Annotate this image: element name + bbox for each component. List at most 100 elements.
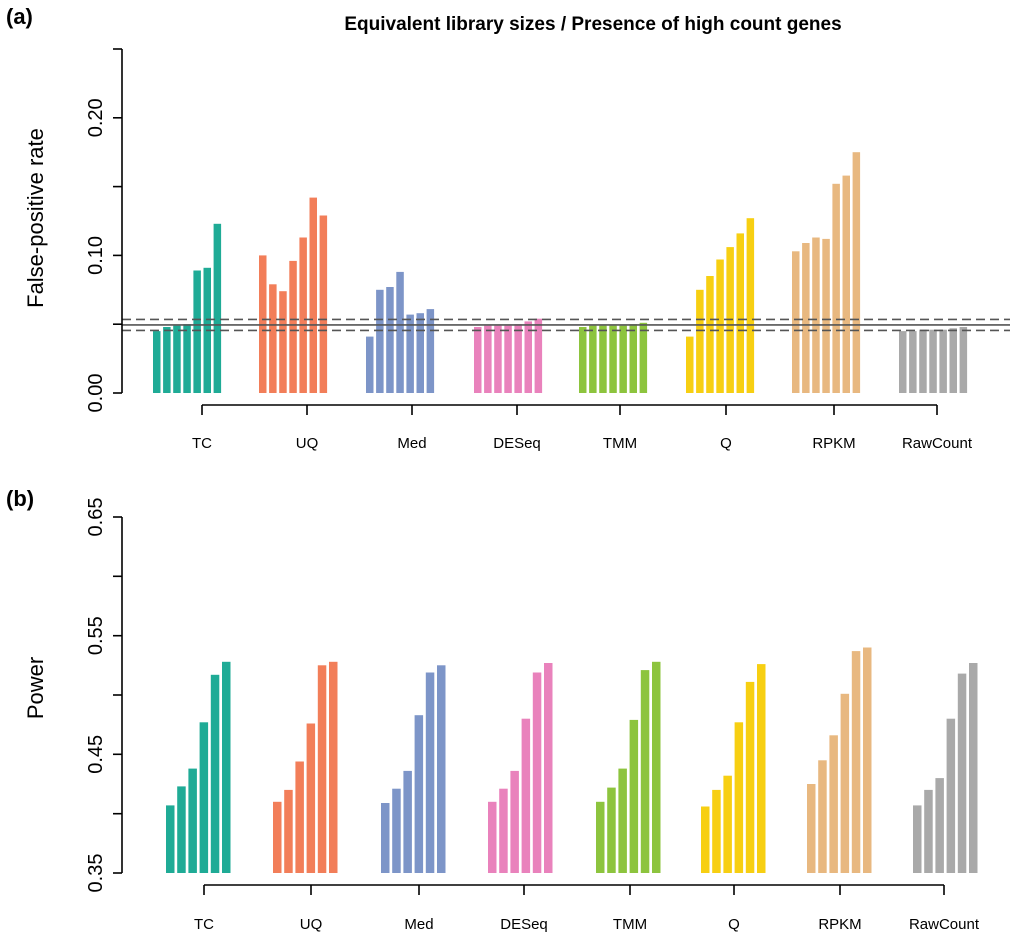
category-label-a-q: Q (720, 435, 732, 452)
category-label-a-rpkm: RPKM (812, 435, 855, 452)
bar-b-rpkm-1 (807, 784, 816, 873)
bar-a-deseq-6 (524, 321, 532, 393)
bar-b-uq-6 (329, 661, 338, 873)
bar-b-tmm-4 (629, 719, 639, 873)
y-tick-label-a-1: 0.00 (85, 374, 107, 413)
bar-a-uq-7 (319, 215, 328, 393)
bar-a-rawcount-2 (909, 331, 917, 393)
bar-a-rpkm-3 (812, 237, 820, 393)
bar-b-rpkm-4 (840, 693, 850, 873)
bar-b-deseq-3 (510, 770, 519, 873)
bar-a-uq-3 (279, 291, 287, 393)
y-tick-label-b-4: 0.65 (85, 498, 107, 537)
category-label-a-uq: UQ (296, 435, 319, 452)
bar-b-q-2 (712, 789, 721, 873)
chart-title: Equivalent library sizes / Presence of h… (344, 14, 841, 35)
bar-a-rpkm-7 (852, 152, 861, 393)
bar-b-tc-5 (210, 674, 220, 873)
bar-b-q-6 (757, 664, 766, 873)
bar-b-rpkm-3 (829, 735, 838, 873)
bar-a-rpkm-4 (822, 238, 830, 393)
panel-a-label: (a) (6, 4, 33, 29)
bar-a-tc-3 (173, 325, 181, 393)
bar-b-tc-1 (166, 805, 175, 873)
bar-a-q-3 (706, 276, 714, 393)
bar-a-med-6 (416, 313, 424, 393)
category-label-b-rpkm: RPKM (818, 916, 861, 933)
bar-b-deseq-1 (488, 801, 497, 873)
bar-a-q-2 (696, 289, 704, 393)
category-label-b-rawcount: RawCount (909, 916, 980, 933)
bar-a-rawcount-4 (929, 329, 937, 393)
bar-b-rpkm-6 (863, 647, 872, 873)
bar-b-tmm-5 (640, 670, 650, 873)
bar-b-tmm-3 (618, 768, 627, 873)
bar-a-tmm-3 (599, 325, 607, 393)
bar-a-deseq-2 (484, 325, 492, 393)
bar-a-tc-1 (153, 331, 161, 393)
category-label-b-q: Q (728, 916, 740, 933)
panel-b-y-axis-label: Power (23, 657, 48, 719)
bar-b-deseq-4 (521, 718, 531, 873)
category-label-a-deseq: DESeq (493, 435, 541, 452)
bar-b-rawcount-6 (969, 663, 978, 873)
bar-b-deseq-5 (532, 672, 542, 873)
panel-a-y-axis-label: False-positive rate (23, 128, 48, 308)
bar-a-q-1 (686, 336, 694, 393)
category-label-b-tc: TC (194, 916, 214, 933)
bar-a-tc-7 (213, 223, 222, 393)
bar-a-deseq-4 (504, 325, 512, 393)
category-label-a-tc: TC (192, 435, 212, 452)
bar-a-med-4 (396, 271, 404, 393)
bar-a-uq-6 (309, 197, 317, 393)
bar-a-q-7 (746, 218, 755, 393)
bar-a-deseq-1 (474, 327, 482, 393)
bar-a-uq-2 (269, 284, 277, 393)
bar-a-q-4 (716, 259, 724, 393)
bar-b-q-1 (701, 806, 710, 873)
bar-a-tmm-1 (579, 327, 587, 393)
bar-b-rawcount-2 (924, 789, 933, 873)
category-label-b-deseq: DESeq (500, 916, 548, 933)
bar-a-rpkm-1 (792, 251, 800, 393)
bar-a-tmm-6 (629, 324, 637, 393)
y-tick-label-b-2: 0.45 (85, 735, 107, 774)
bar-b-uq-5 (317, 665, 327, 873)
bar-a-tc-2 (163, 327, 171, 393)
bar-b-med-5 (425, 672, 435, 873)
bar-a-rpkm-2 (802, 243, 810, 393)
bar-b-tmm-2 (607, 787, 616, 873)
bar-a-tc-5 (193, 270, 201, 393)
bar-b-rawcount-5 (957, 673, 967, 873)
bar-a-med-3 (386, 287, 394, 393)
bar-b-rpkm-5 (851, 651, 861, 873)
bar-a-tmm-7 (639, 322, 648, 393)
bar-b-uq-1 (273, 801, 282, 873)
bar-a-tmm-2 (589, 325, 597, 393)
bar-b-q-4 (734, 722, 744, 873)
category-label-a-rawcount: RawCount (902, 435, 973, 452)
bar-a-rawcount-6 (949, 328, 957, 393)
bar-a-med-7 (426, 309, 435, 393)
bar-b-rawcount-1 (913, 805, 922, 873)
bar-b-tc-4 (199, 722, 209, 873)
y-tick-label-a-3: 0.20 (85, 98, 107, 137)
category-label-b-med: Med (404, 916, 433, 933)
bar-b-uq-2 (284, 789, 293, 873)
bar-a-deseq-5 (514, 324, 522, 393)
bar-b-med-3 (403, 770, 412, 873)
category-label-b-tmm: TMM (613, 916, 647, 933)
bar-b-rpkm-2 (818, 760, 827, 873)
bar-a-med-1 (366, 336, 374, 393)
panel-b-label: (b) (6, 486, 34, 511)
bar-a-rpkm-6 (842, 175, 850, 393)
bar-b-rawcount-3 (935, 778, 944, 873)
bar-a-uq-4 (289, 260, 297, 393)
bar-a-deseq-7 (534, 318, 543, 393)
y-tick-label-b-3: 0.55 (85, 616, 107, 655)
bar-b-tc-6 (222, 661, 231, 873)
category-label-a-tmm: TMM (603, 435, 637, 452)
y-tick-label-a-2: 0.10 (85, 236, 107, 275)
bar-b-uq-4 (306, 723, 316, 873)
